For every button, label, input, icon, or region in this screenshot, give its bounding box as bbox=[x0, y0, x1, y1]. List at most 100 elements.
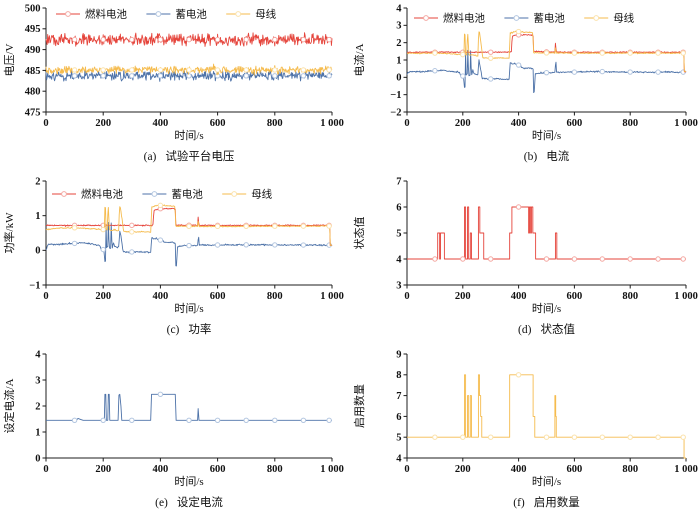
y-tick-label: 0 bbox=[35, 453, 40, 464]
data-marker bbox=[272, 242, 278, 248]
data-marker bbox=[272, 67, 278, 73]
data-marker bbox=[571, 50, 578, 56]
data-marker bbox=[460, 434, 466, 440]
data-marker bbox=[488, 76, 494, 82]
y-axis-label: 设定电流/A bbox=[2, 378, 16, 433]
data-marker bbox=[186, 242, 192, 249]
x-tick-label: 800 bbox=[267, 118, 283, 129]
x-tick-label: 1 000 bbox=[320, 118, 344, 129]
data-marker bbox=[300, 417, 307, 424]
x-tick-label: 600 bbox=[210, 291, 226, 302]
y-tick-label: 0 bbox=[396, 73, 401, 84]
y-tick-label: 2 bbox=[35, 401, 40, 412]
data-marker bbox=[100, 417, 106, 424]
data-marker bbox=[300, 242, 307, 248]
chart-a: 475 480 485 490 495 500 0 200 400 600 800 1 000 电压/V… bbox=[3, 3, 344, 163]
x-axis-label: 时间/s bbox=[532, 475, 561, 488]
series-bus bbox=[407, 374, 686, 459]
data-marker bbox=[599, 50, 606, 56]
x-axis-label: 时间/s bbox=[174, 475, 203, 488]
data-marker bbox=[100, 246, 106, 253]
legend-label-fuel-cell: 燃料电池 bbox=[443, 12, 485, 25]
data-marker bbox=[129, 249, 135, 255]
data-marker bbox=[460, 256, 466, 262]
caption: (d) 状态值 bbox=[518, 322, 575, 336]
data-marker bbox=[300, 36, 307, 43]
data-marker bbox=[243, 242, 249, 248]
y-tick-label: 6 bbox=[396, 202, 401, 213]
data-marker bbox=[627, 50, 633, 56]
legend-marker-battery bbox=[151, 191, 158, 197]
data-marker bbox=[157, 67, 164, 73]
x-tick-label: 600 bbox=[567, 118, 583, 129]
x-tick-label: 800 bbox=[267, 291, 283, 302]
x-tick-label: 400 bbox=[511, 118, 527, 129]
axes-spines bbox=[406, 354, 686, 459]
data-marker bbox=[71, 225, 78, 231]
data-marker bbox=[515, 62, 522, 68]
data-marker bbox=[71, 73, 78, 79]
caption: (f) 启用数量 bbox=[513, 495, 580, 509]
legend-label-battery: 蓄电池 bbox=[533, 12, 565, 25]
data-marker bbox=[432, 434, 438, 440]
data-marker bbox=[460, 51, 466, 58]
y-tick-label: −1 bbox=[390, 90, 401, 101]
axes-spines bbox=[406, 181, 686, 286]
legend-label-bus: 母线 bbox=[251, 188, 272, 201]
x-tick-label: 800 bbox=[622, 464, 638, 475]
y-tick-label: −2 bbox=[390, 107, 401, 118]
x-tick-label: 0 bbox=[43, 118, 48, 129]
data-marker bbox=[100, 226, 106, 233]
data-marker bbox=[543, 69, 550, 76]
data-marker bbox=[186, 36, 192, 43]
data-marker bbox=[100, 73, 106, 79]
data-marker bbox=[71, 240, 78, 247]
legend-marker-fuel-cell bbox=[61, 191, 67, 197]
data-marker bbox=[543, 50, 550, 56]
y-axis-label: 电压/V bbox=[3, 43, 16, 76]
x-tick-label: 200 bbox=[455, 464, 471, 475]
y-tick-label: 4 bbox=[396, 254, 402, 265]
data-marker bbox=[272, 73, 278, 79]
data-marker bbox=[214, 223, 221, 230]
data-marker bbox=[157, 391, 164, 397]
legend-label-bus: 母线 bbox=[255, 8, 276, 21]
legend-marker-battery bbox=[155, 11, 162, 17]
legend-marker-bus bbox=[231, 191, 238, 197]
data-marker bbox=[243, 36, 249, 43]
data-marker bbox=[129, 73, 135, 79]
data-marker bbox=[272, 36, 278, 43]
y-tick-label: 6 bbox=[396, 412, 401, 423]
y-tick-label: 4 bbox=[396, 453, 402, 464]
legend-label-battery: 蓄电池 bbox=[175, 8, 207, 21]
data-marker bbox=[214, 242, 221, 248]
data-marker bbox=[129, 36, 135, 43]
data-marker bbox=[129, 67, 135, 73]
data-marker bbox=[627, 256, 633, 262]
y-tick-label: 500 bbox=[25, 3, 41, 14]
data-marker bbox=[243, 73, 249, 79]
data-marker bbox=[655, 69, 661, 75]
y-tick-label: 475 bbox=[25, 107, 41, 118]
data-marker bbox=[543, 256, 550, 262]
data-marker bbox=[243, 223, 249, 229]
legend-marker-battery bbox=[513, 15, 520, 21]
data-marker bbox=[432, 68, 438, 74]
x-axis-label: 时间/s bbox=[532, 129, 561, 142]
data-marker bbox=[129, 229, 135, 235]
x-tick-label: 1 000 bbox=[674, 291, 698, 302]
y-tick-label: 485 bbox=[25, 66, 41, 77]
y-tick-label: 2 bbox=[35, 176, 40, 187]
y-tick-label: 4 bbox=[35, 349, 41, 360]
series-fuel-cell bbox=[407, 206, 686, 260]
x-tick-label: 600 bbox=[210, 464, 226, 475]
caption: (b) 电流 bbox=[524, 149, 570, 163]
data-marker bbox=[599, 434, 606, 440]
x-axis-label: 时间/s bbox=[174, 129, 203, 142]
chart-b: −2 −1 0 1 2 3 4 0 200 400 600 800 1 000 电流/A 时间/s (b) 电流… bbox=[352, 3, 698, 163]
